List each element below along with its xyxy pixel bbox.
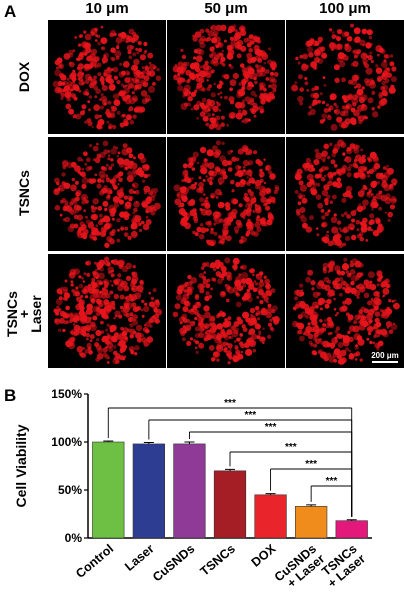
row-label-tsncs-laser: TSNCs + Laser bbox=[4, 291, 44, 337]
y-tick-label: 50% bbox=[58, 483, 82, 497]
micrograph-tile bbox=[167, 254, 285, 368]
category-label: TSNCs bbox=[198, 542, 238, 579]
micrograph-tile bbox=[48, 20, 166, 134]
category-label: DOX bbox=[249, 541, 279, 570]
micrograph-tile bbox=[286, 137, 404, 251]
column-header-50um: 50 μm bbox=[204, 0, 248, 17]
bar bbox=[132, 443, 165, 539]
significance-label: *** bbox=[285, 442, 297, 453]
row-label-dox: DOX bbox=[16, 61, 32, 93]
significance-label: *** bbox=[326, 476, 338, 487]
bar bbox=[173, 443, 206, 539]
panel-b-label: B bbox=[4, 386, 17, 405]
category-label: TSNCs+ Laser bbox=[317, 541, 368, 590]
micrograph-tile: 200 μm bbox=[286, 254, 404, 368]
significance-label: *** bbox=[244, 410, 256, 421]
micrograph-tile bbox=[48, 137, 166, 251]
row-label-tsncs: TSNCs bbox=[16, 170, 32, 216]
category-label: Control bbox=[73, 542, 116, 581]
bar bbox=[295, 506, 328, 539]
cell-viability-bar-chart: 0% 50% 100% 150% Cell Viability Control LaserC… bbox=[13, 387, 372, 591]
significance-label: *** bbox=[265, 422, 277, 433]
y-tick-label: 150% bbox=[51, 387, 82, 401]
significance-label: *** bbox=[224, 398, 236, 409]
bar bbox=[254, 494, 287, 539]
y-tick-label: 0% bbox=[65, 531, 83, 545]
significance-label: *** bbox=[305, 459, 317, 470]
bar bbox=[92, 441, 125, 539]
category-label: Laser bbox=[122, 541, 157, 573]
micrograph-tile bbox=[286, 20, 404, 134]
bar bbox=[335, 520, 368, 539]
y-tick-label: 100% bbox=[51, 435, 82, 449]
column-header-100um: 100 μm bbox=[319, 0, 371, 17]
column-header-10um: 10 μm bbox=[85, 0, 129, 17]
bar bbox=[213, 470, 247, 539]
micrograph-tile bbox=[167, 20, 285, 134]
scale-bar-label: 200 μm bbox=[371, 351, 399, 360]
micrograph-tile bbox=[167, 137, 285, 251]
panel-a-label: A bbox=[4, 2, 17, 21]
y-axis-label: Cell Viability bbox=[13, 424, 29, 507]
micrograph-tile bbox=[48, 254, 166, 368]
category-label: CuSNDs bbox=[150, 542, 197, 585]
